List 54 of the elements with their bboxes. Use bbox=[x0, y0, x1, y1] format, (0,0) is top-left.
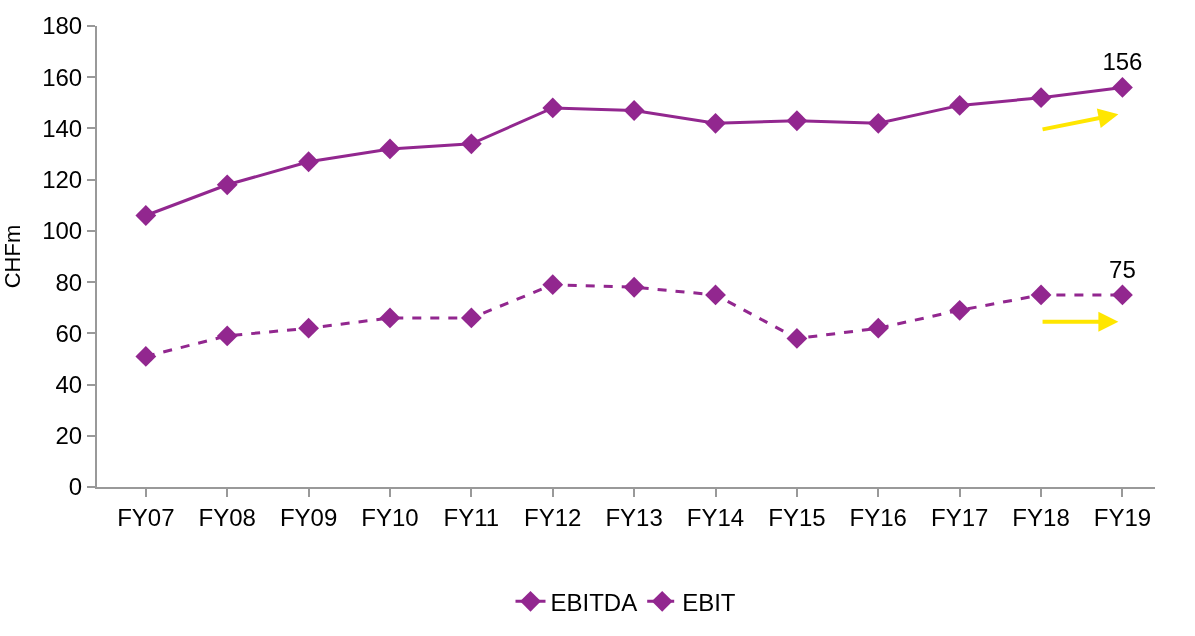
point bbox=[542, 274, 564, 296]
y-tick-label: 60 bbox=[55, 319, 83, 347]
y-axis-title: CHFm bbox=[0, 224, 26, 289]
point bbox=[379, 307, 401, 329]
point bbox=[867, 317, 889, 339]
point bbox=[460, 133, 482, 155]
y-tick-label: 120 bbox=[42, 166, 83, 194]
point bbox=[135, 345, 157, 367]
x-tick-label: FY11 bbox=[443, 503, 500, 531]
point bbox=[786, 110, 808, 132]
point bbox=[216, 325, 238, 347]
data-label: 156 bbox=[1102, 48, 1143, 76]
x-tick-label: FY07 bbox=[117, 503, 175, 531]
y-tick-label: 140 bbox=[42, 114, 83, 142]
x-tick-label: FY08 bbox=[198, 503, 256, 531]
point bbox=[379, 138, 401, 160]
legend-label: EBIT bbox=[682, 588, 736, 616]
x-tick-label: FY16 bbox=[849, 503, 907, 531]
y-tick-label: 0 bbox=[68, 473, 83, 501]
x-tick-label: FY12 bbox=[524, 503, 582, 531]
data-label: 75 bbox=[1109, 255, 1136, 283]
point bbox=[1112, 284, 1133, 306]
x-tick-label: FY15 bbox=[768, 503, 826, 531]
point bbox=[705, 284, 726, 306]
y-tick-label: 20 bbox=[55, 422, 83, 450]
point bbox=[623, 276, 645, 298]
point bbox=[216, 174, 238, 196]
point bbox=[298, 151, 319, 173]
x-tick-label: FY19 bbox=[1093, 503, 1152, 531]
x-tick-label: FY14 bbox=[686, 503, 745, 531]
x-tick-label: FY09 bbox=[279, 503, 338, 531]
point bbox=[1030, 284, 1052, 306]
point bbox=[1030, 87, 1052, 109]
point bbox=[623, 100, 645, 121]
point bbox=[705, 112, 726, 134]
x-tick-label: FY10 bbox=[361, 503, 419, 531]
point bbox=[867, 112, 889, 134]
point bbox=[135, 205, 157, 226]
y-tick-label: 160 bbox=[42, 63, 83, 91]
y-tick-label: 180 bbox=[42, 12, 83, 40]
point bbox=[949, 299, 971, 321]
y-tick-label: 100 bbox=[42, 217, 83, 245]
y-tick-label: 80 bbox=[55, 268, 83, 296]
legend-label: EBITDA bbox=[550, 588, 638, 616]
point bbox=[460, 307, 482, 329]
point bbox=[786, 328, 808, 349]
point bbox=[542, 97, 564, 119]
y-tick-label: 40 bbox=[55, 370, 83, 398]
x-tick-label: FY13 bbox=[605, 503, 663, 531]
x-tick-label: FY18 bbox=[1012, 503, 1070, 531]
point bbox=[1112, 77, 1133, 98]
point bbox=[298, 317, 319, 339]
point bbox=[949, 94, 971, 116]
x-tick-label: FY17 bbox=[930, 503, 989, 531]
